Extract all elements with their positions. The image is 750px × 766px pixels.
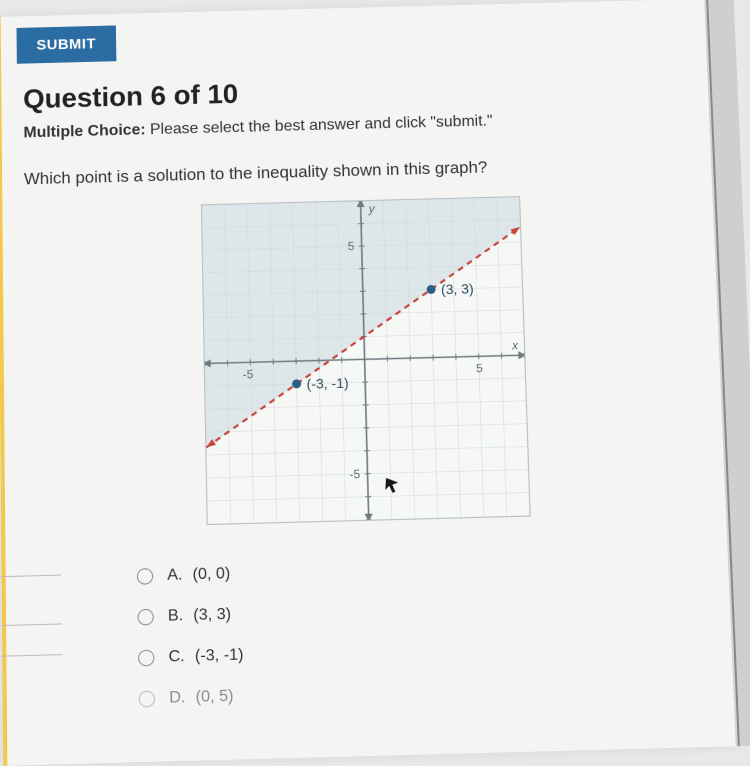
option-row[interactable]: A. (0, 0) — [137, 565, 242, 586]
svg-text:-5: -5 — [349, 467, 360, 482]
q-total: 10 — [207, 78, 238, 109]
svg-text:5: 5 — [476, 361, 484, 375]
answer-options: A. (0, 0) B. (3, 3) C. (-3, -1) D. (0, 5) — [137, 565, 245, 731]
option-row[interactable]: C. (-3, -1) — [138, 646, 244, 667]
option-text: (-3, -1) — [195, 646, 244, 666]
svg-text:5: 5 — [348, 239, 355, 253]
radio-icon[interactable] — [137, 609, 153, 626]
decor-rule — [1, 575, 62, 578]
option-row[interactable]: B. (3, 3) — [137, 605, 242, 626]
option-row[interactable]: D. (0, 5) — [139, 687, 245, 708]
option-text: (0, 0) — [192, 565, 230, 584]
subtitle-rest: Please select the best answer and click … — [145, 113, 492, 139]
option-text: (3, 3) — [193, 606, 231, 625]
option-letter: B. — [168, 607, 184, 626]
page: SUBMIT Question 6 of 10 Multiple Choice:… — [0, 0, 750, 766]
title-prefix: Question — [23, 81, 151, 114]
graph-container: 5-55-5yx(3, 3)(-3, -1) — [201, 196, 531, 525]
question-subtitle: Multiple Choice: Please select the best … — [23, 113, 492, 143]
question-card: SUBMIT Question 6 of 10 Multiple Choice:… — [0, 0, 736, 766]
radio-icon[interactable] — [138, 650, 154, 667]
option-letter: C. — [168, 648, 185, 667]
option-letter: D. — [169, 689, 186, 708]
subtitle-bold: Multiple Choice: — [23, 122, 145, 142]
inequality-graph: 5-55-5yx(3, 3)(-3, -1) — [202, 197, 530, 524]
svg-text:(-3, -1): (-3, -1) — [306, 374, 348, 391]
q-number: 6 — [150, 80, 166, 111]
question-text: Which point is a solution to the inequal… — [24, 158, 488, 190]
decor-rule — [1, 623, 62, 626]
question-title: Question 6 of 10 — [23, 78, 238, 115]
option-text: (0, 5) — [195, 687, 233, 706]
submit-button[interactable]: SUBMIT — [17, 25, 116, 63]
option-letter: A. — [167, 566, 183, 585]
svg-text:(3, 3): (3, 3) — [441, 280, 474, 297]
radio-icon[interactable] — [137, 568, 153, 585]
svg-text:-5: -5 — [243, 367, 254, 381]
radio-icon[interactable] — [139, 691, 155, 708]
decor-rule — [1, 654, 62, 657]
